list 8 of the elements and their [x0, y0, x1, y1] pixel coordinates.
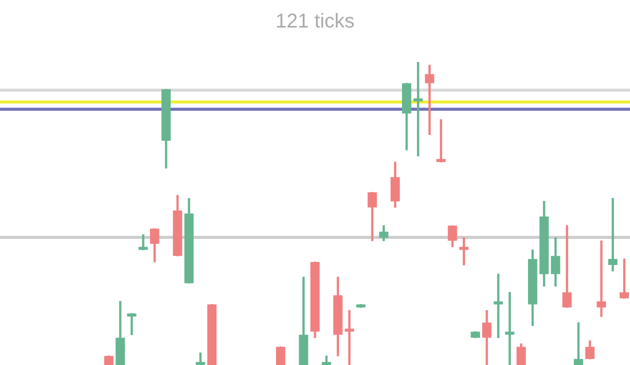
candlestick — [596, 240, 606, 317]
chart-title: 121 ticks — [276, 10, 354, 33]
candlestick — [608, 198, 618, 272]
candlestick — [494, 274, 503, 338]
candlestick — [344, 310, 354, 365]
candlestick — [620, 258, 629, 299]
candlestick — [127, 313, 136, 336]
candlestick — [505, 292, 514, 365]
